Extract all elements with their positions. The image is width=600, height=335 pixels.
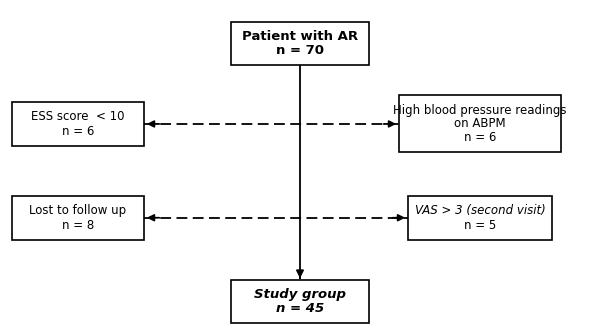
Text: n = 8: n = 8 [62,219,94,231]
FancyBboxPatch shape [408,196,552,240]
FancyBboxPatch shape [231,22,369,65]
FancyBboxPatch shape [231,280,369,323]
Text: Lost to follow up: Lost to follow up [29,204,127,217]
Text: n = 5: n = 5 [464,219,496,231]
Text: n = 6: n = 6 [464,131,496,144]
Text: High blood pressure readings: High blood pressure readings [393,104,567,117]
Text: n = 45: n = 45 [276,303,324,315]
Text: ESS score  < 10: ESS score < 10 [31,110,125,123]
FancyBboxPatch shape [399,95,561,152]
Text: Patient with AR: Patient with AR [242,30,358,43]
Text: n = 6: n = 6 [62,125,94,138]
Text: n = 70: n = 70 [276,45,324,57]
FancyBboxPatch shape [12,102,144,146]
Text: on ABPM: on ABPM [454,118,506,130]
FancyBboxPatch shape [12,196,144,240]
Text: Study group: Study group [254,288,346,300]
Text: VAS > 3 (second visit): VAS > 3 (second visit) [415,204,545,217]
